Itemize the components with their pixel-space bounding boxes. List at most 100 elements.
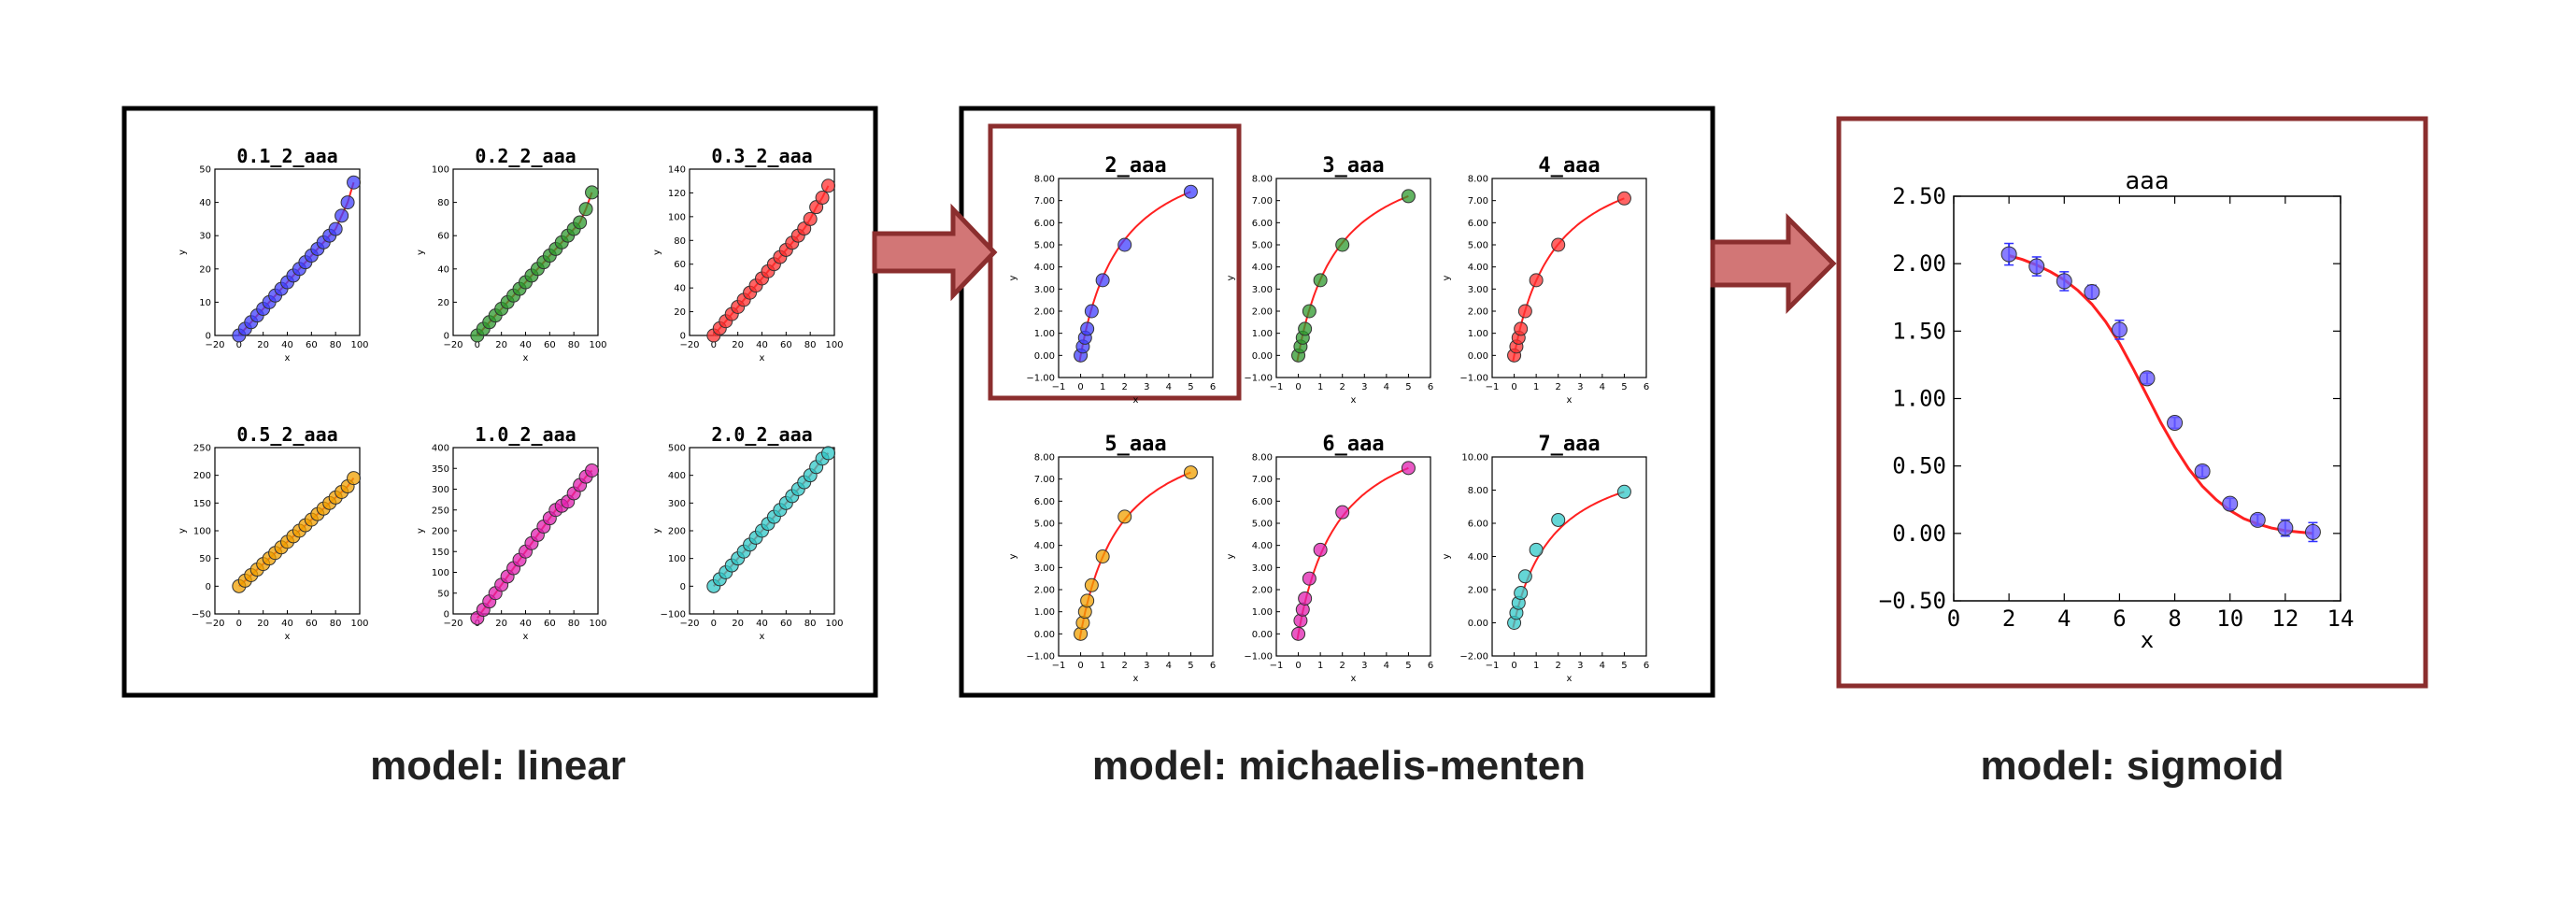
data-point	[1517, 569, 1532, 584]
x-tick-label: 6	[1210, 382, 1216, 392]
x-tick-label: −20	[443, 340, 463, 350]
y-axis-label: y	[1226, 553, 1236, 559]
y-tick-label: 5.00	[1252, 241, 1273, 251]
y-tick-label: 0	[680, 582, 686, 592]
x-tick-label: 20	[495, 340, 507, 350]
subplot: 0.3_2_aaa−20 0 20 40 60 80 1000204060801001201…	[652, 145, 844, 363]
x-tick-label: 0	[1077, 661, 1083, 671]
y-tick-label: 7.00	[1468, 196, 1488, 207]
y-axis-label: y	[178, 249, 188, 255]
y-tick-label: 400	[668, 471, 686, 481]
plot-title: 5_aaa	[1104, 433, 1166, 456]
x-tick-label: 3	[1361, 661, 1367, 671]
fit-line	[1296, 466, 1409, 641]
fit-line	[1512, 197, 1625, 362]
y-tick-label: 8.00	[1252, 175, 1273, 185]
x-tick-label: 2	[1122, 661, 1128, 671]
x-tick-label: 100	[589, 619, 606, 629]
y-tick-label: −0.50	[1879, 588, 1946, 614]
x-axis-label: x	[2141, 627, 2154, 653]
x-tick-label: 6	[2113, 606, 2126, 632]
plot-frame	[689, 168, 835, 336]
y-tick-label: 50	[437, 589, 449, 599]
data-point	[334, 208, 349, 223]
y-axis-label: y	[1442, 553, 1452, 559]
plot-title: 2.0_2_aaa	[711, 423, 812, 446]
y-tick-label: 5.00	[1468, 241, 1488, 251]
x-tick-label: 60	[306, 340, 318, 350]
y-tick-label: 1.50	[1892, 318, 1946, 344]
data-point	[585, 185, 600, 200]
x-tick-label: 3	[1144, 661, 1149, 671]
x-tick-label: 100	[589, 340, 606, 350]
data-point	[2000, 246, 2017, 263]
y-axis-label: y	[652, 528, 662, 534]
linear-plots: 0.1_2_aaa−20 0 20 40 60 80 10001020304050xy0.2…	[178, 145, 844, 642]
x-axis-label: x	[760, 632, 765, 642]
y-tick-label: 100	[668, 212, 686, 222]
y-tick-label: 4.00	[1468, 552, 1488, 563]
y-tick-label: 8.00	[1252, 453, 1273, 463]
x-tick-label: 14	[2327, 606, 2355, 632]
y-tick-label: 120	[668, 189, 686, 199]
x-tick-label: 40	[756, 619, 768, 629]
x-tick-label: 4	[2057, 606, 2071, 632]
plot-title: 0.3_2_aaa	[711, 145, 812, 167]
y-tick-label: 100	[432, 568, 449, 578]
y-tick-label: 4.00	[1034, 541, 1055, 551]
x-tick-label: 4	[1600, 661, 1605, 671]
y-tick-label: 2.50	[1892, 183, 1946, 209]
y-tick-label: 150	[432, 548, 449, 558]
plot-title: 7_aaa	[1538, 433, 1600, 456]
x-axis-label: x	[1351, 674, 1357, 684]
x-tick-label: 0	[1077, 382, 1083, 392]
x-tick-label: 80	[330, 619, 342, 629]
y-tick-label: 80	[674, 236, 686, 247]
x-tick-label: 1	[1317, 382, 1323, 392]
y-tick-label: 20	[674, 307, 686, 318]
x-tick-label: 3	[1577, 382, 1583, 392]
fit-line	[1078, 471, 1191, 640]
y-tick-label: 500	[668, 444, 686, 454]
y-tick-label: 200	[193, 471, 211, 481]
x-tick-label: 2	[1340, 661, 1345, 671]
x-tick-label: −20	[679, 340, 699, 350]
y-tick-label: 0.00	[1252, 630, 1273, 640]
plot-frame	[214, 168, 361, 336]
x-tick-label: 5	[1621, 661, 1627, 671]
y-tick-label: −2.00	[1459, 652, 1488, 663]
data-point	[1335, 505, 1350, 520]
y-tick-label: 6.00	[1034, 219, 1055, 229]
data-point	[1517, 304, 1532, 319]
data-point	[1298, 591, 1313, 606]
data-point	[1095, 273, 1110, 288]
y-tick-label: 0.00	[1468, 351, 1488, 362]
x-tick-label: 60	[780, 340, 792, 350]
y-tick-label: 6.00	[1252, 497, 1273, 507]
x-tick-label: 0	[475, 340, 480, 350]
data-point	[1401, 189, 1416, 204]
y-tick-label: 100	[668, 554, 686, 564]
caption-sigmoid: model: sigmoid	[1980, 743, 2284, 789]
x-tick-label: 100	[350, 619, 368, 629]
x-tick-label: −1	[1270, 661, 1284, 671]
x-tick-label: 4	[1166, 661, 1172, 671]
x-tick-label: 40	[281, 340, 293, 350]
x-tick-label: 40	[756, 340, 768, 350]
x-tick-label: 6	[1428, 661, 1433, 671]
y-tick-label: 10.00	[1461, 453, 1488, 463]
y-tick-label: −50	[192, 610, 211, 620]
plot-frame	[452, 447, 599, 615]
x-tick-label: 2	[1340, 382, 1345, 392]
sigmoid-plot: aaa 0 2 4 6 8 10 12 14 −0.50 0.00 0.50 1.00 1.50 2.00 2…	[1879, 167, 2355, 653]
x-tick-label: 6	[1210, 661, 1216, 671]
y-tick-label: 300	[432, 485, 449, 495]
x-tick-label: −20	[205, 619, 224, 629]
y-tick-label: 3.00	[1252, 563, 1273, 574]
data-point	[1117, 237, 1132, 252]
x-tick-label: 0	[1295, 661, 1301, 671]
y-tick-label: 1.00	[1252, 607, 1273, 618]
y-tick-label: 0.00	[1252, 351, 1273, 362]
x-tick-label: 1	[1100, 661, 1105, 671]
y-tick-label: 250	[432, 506, 449, 516]
